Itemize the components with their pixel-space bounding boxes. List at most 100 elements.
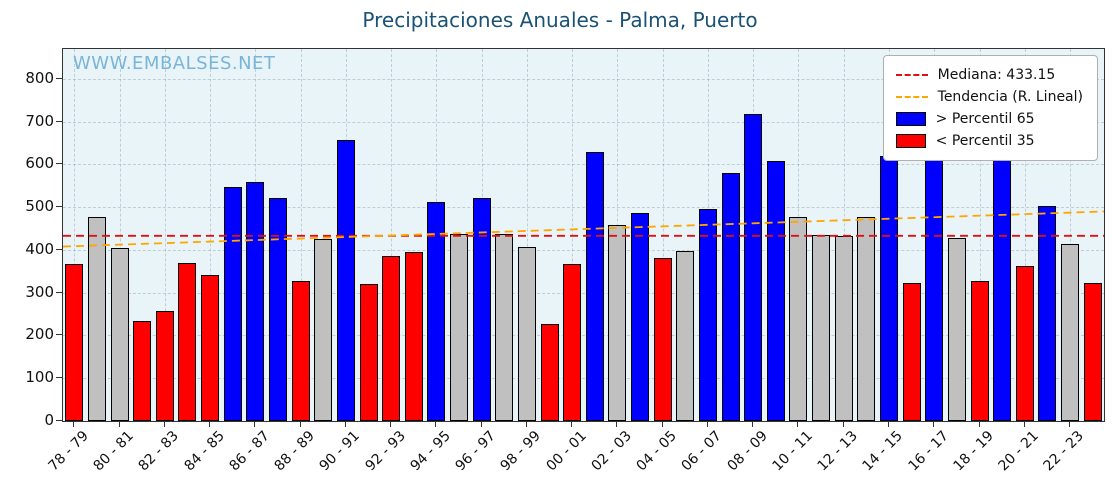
x-tick-mark (616, 421, 618, 427)
x-tick-label: 16 - 17 (905, 428, 952, 475)
bar-22-23 (1061, 243, 1080, 421)
x-tick-mark (118, 421, 120, 427)
x-tick-label: 78 - 79 (45, 428, 92, 475)
x-tick-mark (752, 421, 754, 427)
bar-78-79 (65, 263, 84, 421)
x-tick-mark (209, 421, 211, 427)
gridline-horizontal (63, 207, 1104, 209)
median-line-sample (895, 74, 928, 76)
x-tick-label: 00 - 01 (543, 428, 590, 475)
bar-17-18 (947, 238, 966, 421)
trend-line (63, 210, 1104, 248)
x-tick-label: 96 - 97 (452, 428, 499, 475)
bar-20-21 (1015, 266, 1034, 421)
bar-99-00 (540, 323, 559, 421)
x-tick-label: 20 - 21 (995, 428, 1043, 475)
y-tick-mark (56, 248, 62, 250)
x-tick-label: 80 - 81 (90, 428, 137, 475)
bar-90-91 (336, 139, 355, 421)
bar-93-94 (404, 252, 423, 421)
x-tick-label: 86 - 87 (226, 428, 273, 475)
below-percentile-swatch (895, 134, 926, 148)
x-tick-label: 88 - 89 (271, 428, 318, 475)
bar-06-07 (698, 209, 717, 421)
gridline-vertical (526, 49, 528, 421)
bar-18-19 (970, 281, 989, 421)
legend-trend-label: Tendencia (R. Lineal) (937, 89, 1083, 105)
x-tick-label: 18 - 19 (950, 428, 997, 475)
y-tick-label: 200 (25, 325, 54, 344)
bar-95-96 (450, 234, 469, 421)
bar-13-14 (857, 216, 876, 421)
bar-86-87 (246, 181, 265, 421)
watermark: WWW.EMBALSES.NET (73, 53, 276, 74)
bar-05-06 (676, 250, 695, 421)
gridline-horizontal (63, 78, 1104, 80)
x-tick-label: 14 - 15 (859, 428, 907, 475)
y-tick-mark (56, 334, 62, 336)
gridline-horizontal (63, 249, 1104, 251)
x-tick-mark (797, 421, 799, 427)
trend-line-sample (895, 96, 928, 98)
x-tick-label: 10 - 11 (769, 428, 816, 475)
x-tick-label: 84 - 85 (181, 428, 228, 475)
x-tick-label: 94 - 95 (407, 428, 454, 475)
y-tick-label: 400 (25, 239, 54, 258)
bar-87-88 (268, 197, 287, 421)
bar-02-03 (608, 225, 627, 421)
bar-96-97 (472, 197, 491, 421)
y-tick-mark (56, 377, 62, 379)
y-tick-label: 600 (25, 154, 54, 173)
reference-lines-layer (63, 210, 1104, 248)
x-tick-mark (888, 421, 889, 427)
y-tick-mark (56, 420, 62, 421)
gridline-vertical (164, 49, 166, 421)
bar-97-98 (495, 234, 514, 421)
y-tick-label: 800 (25, 68, 54, 87)
bar-03-04 (631, 212, 650, 421)
gridline-horizontal (63, 292, 1104, 294)
legend-item-above-percentile: > Percentil 65 (894, 108, 1085, 130)
x-tick-label: 90 - 91 (316, 428, 364, 475)
bar-89-90 (314, 239, 333, 421)
x-tick-mark (1069, 421, 1071, 427)
x-tick-mark (661, 421, 663, 427)
legend: Mediana: 433.15 Tendencia (R. Lineal) > … (882, 55, 1098, 161)
x-tick-label: 22 - 23 (1040, 428, 1088, 475)
bar-80-81 (110, 247, 129, 421)
bar-94-95 (427, 202, 446, 421)
legend-median-label: Mediana: 433.15 (937, 67, 1056, 83)
bar-98-99 (517, 246, 536, 421)
legend-item-below-percentile: < Percentil 35 (894, 130, 1085, 152)
x-tick-mark (435, 421, 437, 427)
x-tick-mark (73, 421, 75, 427)
x-tick-label: 08 - 09 (724, 428, 771, 475)
x-tick-label: 06 - 07 (678, 428, 726, 475)
y-tick-mark (56, 291, 62, 293)
x-tick-mark (1023, 421, 1025, 427)
y-tick-label: 100 (25, 368, 54, 387)
bar-91-92 (359, 284, 378, 421)
x-tick-mark (344, 421, 346, 427)
gridline-horizontal (63, 378, 1104, 380)
bar-00-01 (563, 263, 582, 421)
bar-88-89 (291, 281, 310, 421)
bar-08-09 (744, 114, 763, 421)
bar-81-82 (133, 320, 152, 421)
above-percentile-swatch (895, 112, 926, 126)
bar-04-05 (653, 257, 672, 421)
x-tick-mark (933, 421, 935, 427)
gridline-vertical (74, 49, 76, 421)
legend-below-label: < Percentil 35 (935, 133, 1035, 149)
x-tick-mark (390, 421, 392, 427)
y-tick-label: 500 (25, 197, 54, 216)
x-tick-mark (254, 421, 256, 427)
gridline-horizontal (63, 335, 1104, 337)
bar-92-93 (382, 256, 401, 421)
x-tick-label: 82 - 83 (135, 428, 183, 475)
legend-item-median: Mediana: 433.15 (894, 64, 1085, 86)
y-tick-mark (56, 77, 62, 79)
x-tick-label: 12 - 13 (814, 428, 862, 475)
bar-79-80 (87, 216, 106, 421)
bar-83-84 (178, 262, 197, 421)
